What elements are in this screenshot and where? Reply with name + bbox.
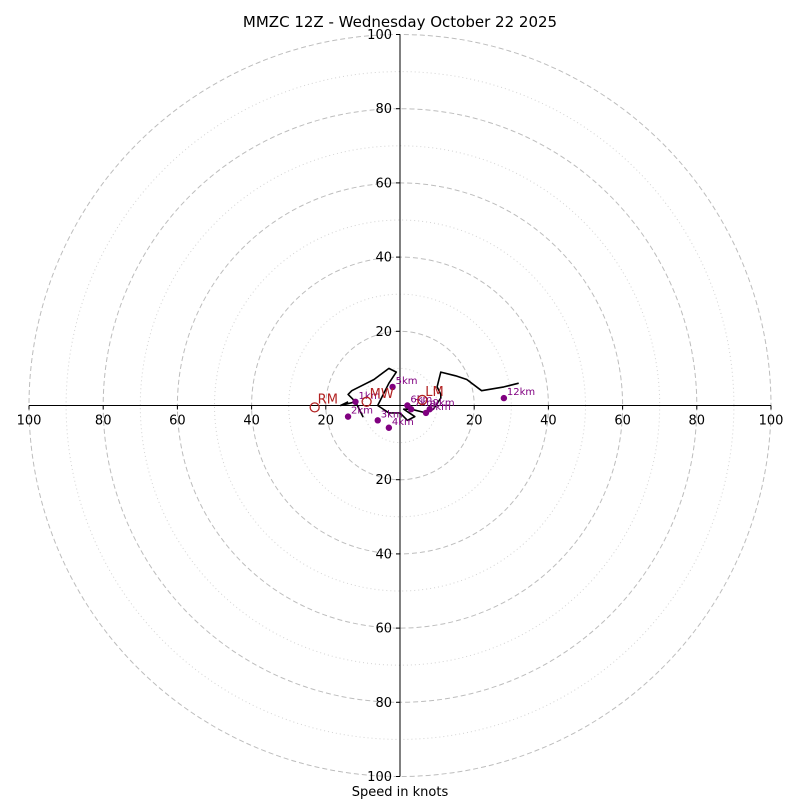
storm-motion-marker xyxy=(361,396,372,407)
storm-motion-marker xyxy=(417,394,428,406)
hodograph-trace xyxy=(339,367,519,422)
y-tick-label: 20 xyxy=(375,325,392,340)
height-marker-label: 9km xyxy=(433,398,455,409)
height-marker-label: 4km xyxy=(392,417,414,428)
storm-motion-marker xyxy=(309,402,320,413)
height-marker-dot xyxy=(407,406,415,413)
x-tick-label: 40 xyxy=(243,414,260,429)
height-marker-dot xyxy=(426,406,433,413)
y-tick-label: 20 xyxy=(375,473,392,488)
storm-motion-markers: RM MW LM xyxy=(309,385,444,413)
y-tick-label: 100 xyxy=(367,770,392,785)
storm-motion-label: RM xyxy=(318,392,338,407)
x-tick-label: 60 xyxy=(614,414,631,429)
x-tick-label: 100 xyxy=(759,414,784,429)
y-tick-label: 40 xyxy=(375,547,392,562)
x-tick-label: 20 xyxy=(318,414,335,429)
height-marker-label: 3km xyxy=(381,409,403,420)
height-marker-label: 1km xyxy=(358,391,380,402)
x-tick-label: 100 xyxy=(17,414,42,429)
storm-motion-label: LM xyxy=(425,385,443,400)
y-tick-label: 40 xyxy=(375,251,392,266)
x-axis-label: Speed in knots xyxy=(352,785,449,800)
x-tick-label: 60 xyxy=(169,414,186,429)
height-marker-label: 6km xyxy=(410,395,432,406)
height-marker-label: 12km xyxy=(507,387,535,398)
height-marker-dot xyxy=(385,424,393,431)
chart-title: MMZC 12Z - Wednesday October 22 2025 xyxy=(243,13,557,31)
y-tick-label: 80 xyxy=(375,696,392,711)
height-marker-dot xyxy=(389,383,396,391)
hodograph-trace-group xyxy=(339,367,519,422)
height-marker-dot xyxy=(344,413,352,420)
height-marker-label: 2km xyxy=(351,406,373,417)
storm-motion-label: MW xyxy=(370,387,394,402)
y-tick-label: 60 xyxy=(375,622,392,637)
x-tick-label: 80 xyxy=(95,414,112,429)
axes: 100 80 60 40 20 20 40 60 80 100 100 80 60 40 20 20 40 60 8… xyxy=(17,28,784,785)
height-marker-dot xyxy=(500,394,508,402)
x-tick-label: 20 xyxy=(466,414,483,429)
height-marker-dot xyxy=(352,398,359,405)
height-marker-dot xyxy=(374,417,381,424)
y-tick-label: 60 xyxy=(375,176,392,191)
height-marker-label: 5km xyxy=(396,376,418,387)
x-tick-label: 40 xyxy=(540,414,557,429)
y-tick-label: 80 xyxy=(375,102,392,117)
y-tick-label: 100 xyxy=(367,28,392,43)
height-marker-label: 8km xyxy=(429,402,451,413)
x-tick-label: 80 xyxy=(689,414,706,429)
